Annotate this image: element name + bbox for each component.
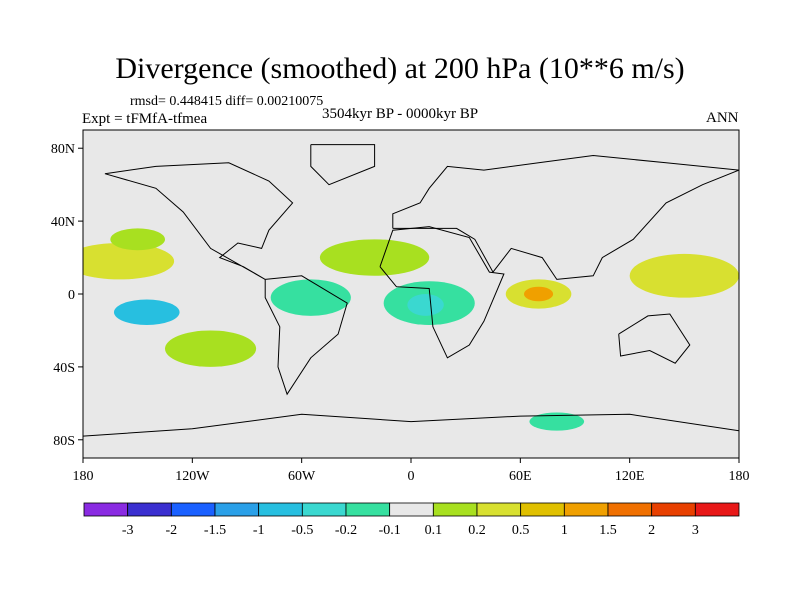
lon-tick-label: 60E — [509, 469, 532, 484]
divergence-field — [83, 228, 739, 431]
colorbar-label: -0.2 — [335, 523, 357, 538]
colorbar-swatch — [563, 502, 609, 517]
field-blob-11 — [538, 312, 648, 349]
lon-tick-label: 60W — [288, 469, 316, 484]
coastline-eurasia — [392, 154, 739, 280]
colorbar-swatch — [432, 502, 478, 517]
lat-tick-label: 0 — [68, 288, 75, 303]
lat-tick-label: 80S — [53, 434, 75, 449]
field-blob-1 — [113, 299, 180, 325]
colorbar-label: 1 — [561, 523, 568, 538]
coastline-africa — [379, 226, 505, 359]
field-blob-12 — [529, 412, 585, 431]
lon-tick-label: 0 — [408, 469, 415, 484]
colorbar-label: -2 — [165, 523, 177, 538]
coastline-antarctica — [83, 413, 739, 437]
colorbar-swatch — [607, 502, 653, 517]
colorbar-label: -0.5 — [291, 523, 313, 538]
field-blob-13 — [110, 228, 165, 251]
latitude-axis: 80N 40N 0 40S 80S — [51, 142, 83, 449]
field-blob-2 — [270, 279, 351, 316]
colorbar-label: -1.5 — [204, 523, 226, 538]
field-blob-10 — [629, 253, 739, 298]
coastline-greenland — [310, 144, 376, 186]
colorbar-swatch — [389, 502, 434, 517]
coastline-north-america — [104, 162, 294, 280]
colorbar-swatch — [520, 502, 565, 517]
longitude-axis: 180 120W 60W 0 60E 120E 180 — [73, 458, 750, 484]
lon-tick-label: 120E — [615, 469, 645, 484]
map-panel: 180 120W 60W 0 60E 120E 180 80N 40N 0 40S 80S — [51, 129, 750, 484]
colorbar-swatch — [258, 502, 303, 517]
colorbar-label: 2 — [648, 523, 655, 538]
coastline-australia — [618, 313, 691, 364]
lat-tick-label: 40S — [53, 361, 75, 376]
coastline-south-america — [264, 275, 348, 396]
colorbar-label: 1.5 — [599, 523, 617, 538]
coastlines — [83, 144, 739, 437]
colorbar-label: 0.2 — [468, 523, 486, 538]
experiment-label: Expt = tFMfA-tfmea — [82, 111, 208, 127]
colorbar-swatch — [127, 502, 172, 517]
plot-title: Divergence (smoothed) at 200 hPa (10**6 … — [115, 52, 685, 85]
colorbar-swatch — [170, 502, 216, 517]
colorbar-label: -1 — [253, 523, 265, 538]
colorbar-swatch — [651, 502, 696, 517]
colorbar-swatch — [476, 502, 522, 517]
lon-tick-label: 180 — [729, 469, 750, 484]
colorbar-swatch — [301, 502, 347, 517]
period-label: 3504kyr BP - 0000kyr BP — [322, 106, 479, 122]
lat-tick-label: 40N — [51, 215, 75, 230]
field-blob-9 — [319, 239, 430, 276]
field-blob-4 — [407, 294, 444, 316]
season-label: ANN — [706, 110, 739, 126]
colorbar: -3 -2 -1.5 -1 -0.5 -0.2 -0.1 0.1 0.2 0.5 1 1.5 2 3 — [83, 502, 740, 538]
colorbar-label: 3 — [692, 523, 699, 538]
colorbar-swatch — [345, 502, 391, 517]
colorbar-label: 0.5 — [512, 523, 530, 538]
colorbar-swatch — [214, 502, 260, 517]
field-blob-8 — [165, 330, 257, 367]
lon-tick-label: 180 — [73, 469, 94, 484]
lat-tick-label: 80N — [51, 142, 75, 157]
colorbar-label: 0.1 — [425, 523, 443, 538]
colorbar-swatch — [694, 502, 740, 517]
colorbar-label: -3 — [122, 523, 134, 538]
colorbar-swatch — [83, 502, 129, 517]
colorbar-label: -0.1 — [379, 523, 401, 538]
field-blob-7 — [83, 242, 175, 280]
field-blob-6 — [523, 286, 554, 302]
lon-tick-label: 120W — [175, 469, 210, 484]
stats-text: rmsd= 0.448415 diff= 0.00210075 — [130, 94, 324, 109]
